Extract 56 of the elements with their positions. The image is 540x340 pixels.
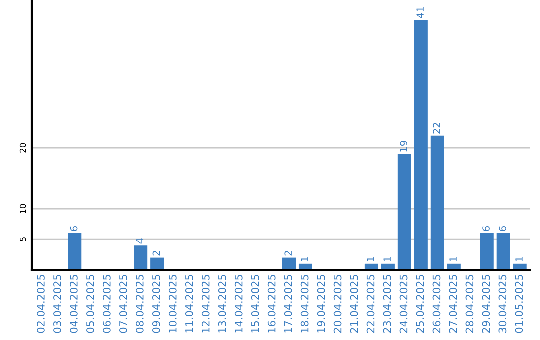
x-tick-label: 24.04.2025 [400,275,408,334]
data-label: 1 [516,257,523,262]
x-tick-label: 13.04.2025 [218,275,226,333]
x-tick-label: 19.04.2025 [317,275,326,333]
bar [480,233,494,270]
data-label: 1 [301,257,308,262]
x-tick-label: 25.04.2025 [416,275,424,334]
x-tick-label: 16.04.2025 [268,275,276,333]
bar [150,258,164,270]
x-tick-label: 20.04.2025 [334,275,342,334]
data-label: 6 [482,226,490,232]
x-tick-label: 09.04.2025 [152,275,160,334]
x-tick-label: 06.04.2025 [103,275,111,334]
data-label: 2 [152,251,160,256]
bar [68,233,82,270]
y-tick-label: 10 [20,204,26,214]
y-tick-label: 20 [20,143,26,153]
x-tick-label: 08.04.2025 [136,275,144,334]
x-tick-label: 05.04.2025 [86,275,94,334]
x-tick-label: 14.04.2025 [234,275,243,333]
x-tick-label: 26.04.2025 [432,275,441,334]
data-label: 1 [450,257,457,262]
data-label: 19 [400,141,408,152]
bar [430,136,444,270]
x-tick-label: 01.05.2025 [515,275,524,334]
x-tick-label: 22.04.2025 [366,275,375,334]
x-tick-label: 15.04.2025 [251,275,260,333]
x-tick-label: 23.04.2025 [383,275,392,334]
bar [282,258,296,270]
x-tick-label: 12.04.2025 [202,275,210,333]
y-tick-label: 5 [20,238,26,242]
data-label: 1 [367,257,374,262]
data-label: 1 [384,257,391,262]
data-label: 22 [433,123,440,134]
x-tick-label: 30.04.2025 [498,275,507,334]
x-tick-label: 04.04.2025 [70,275,78,334]
bar [496,233,510,270]
data-label: 41 [416,7,424,18]
bar [398,154,412,270]
bar [414,20,428,270]
bar [134,246,148,270]
data-label: 4 [136,238,144,244]
x-tick-label: 17.04.2025 [284,275,292,333]
data-label: 2 [284,251,292,256]
x-tick-label: 11.04.2025 [185,275,194,333]
data-label: 6 [499,226,506,232]
x-tick-label: 28.04.2025 [466,275,474,334]
x-tick-label: 21.04.2025 [350,275,358,334]
x-tick-label: 03.04.2025 [54,275,62,334]
x-tick-label: 18.04.2025 [300,275,309,333]
x-tick-label: 27.04.2025 [449,275,458,334]
x-tick-label: 02.04.2025 [37,275,45,334]
data-label: 6 [70,226,78,232]
x-tick-label: 07.04.2025 [119,275,128,334]
x-tick-label: 29.04.2025 [482,275,490,334]
x-tick-label: 10.04.2025 [168,275,177,333]
